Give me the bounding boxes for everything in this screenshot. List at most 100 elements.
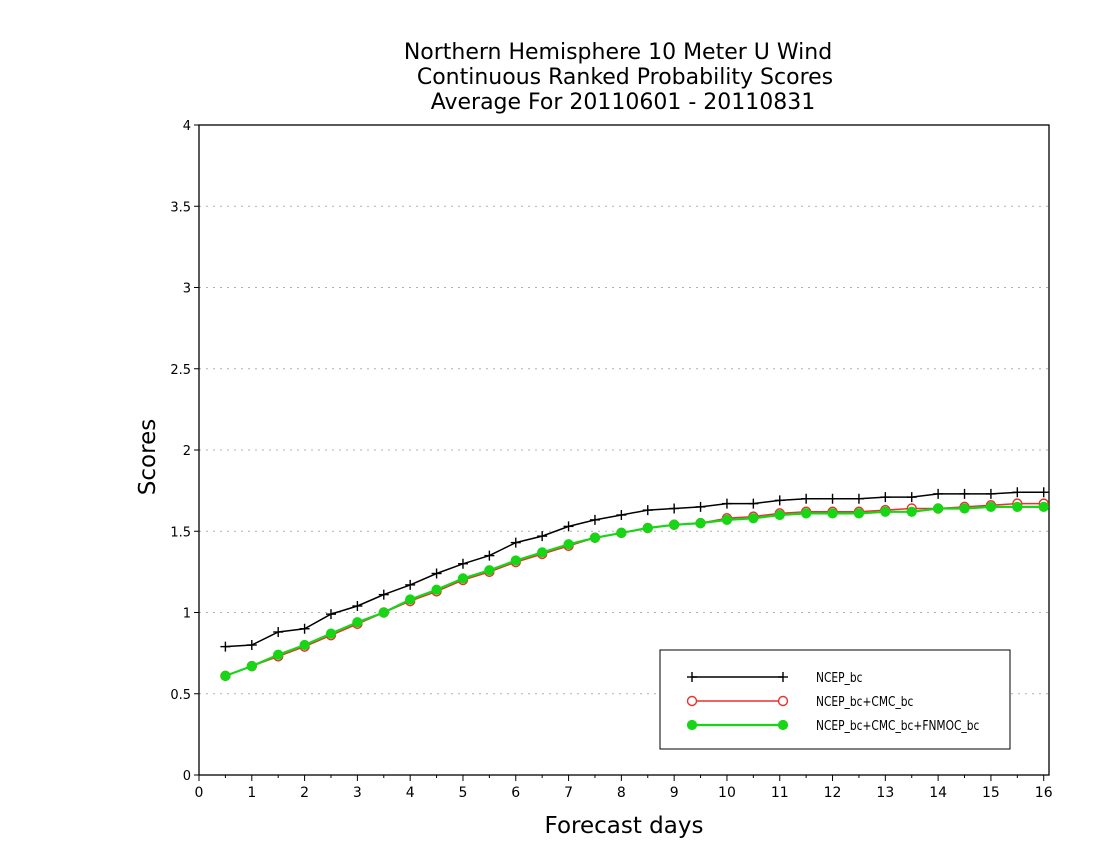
legend-marker xyxy=(687,672,697,682)
y-tick-label: 2 xyxy=(183,444,191,459)
x-tick-label: 5 xyxy=(459,785,468,801)
y-tick-label: 0.5 xyxy=(170,688,191,703)
data-point xyxy=(880,506,891,517)
x-tick-label: 3 xyxy=(353,785,362,801)
y-tick-label: 1 xyxy=(183,607,191,622)
data-point xyxy=(933,503,944,514)
x-axis-ticks: 0 1 2 3 4 5 6 7 8 9 10 11 12 13 14 15 16 xyxy=(195,775,1053,801)
y-tick-label: 1.5 xyxy=(170,525,191,540)
legend-marker xyxy=(777,695,789,707)
data-point xyxy=(563,539,574,550)
data-point xyxy=(827,493,838,504)
y-gridlines xyxy=(199,124,1049,695)
data-point xyxy=(669,519,680,530)
data-point xyxy=(431,568,442,579)
data-point xyxy=(801,508,812,519)
data-point xyxy=(246,640,257,650)
legend-marker xyxy=(777,719,789,731)
x-tick-label: 8 xyxy=(617,785,626,801)
data-point xyxy=(457,558,468,569)
data-point xyxy=(1038,501,1049,512)
legend-marker xyxy=(778,672,788,682)
legend-label: NCEP_bc+CMC_bc xyxy=(816,694,913,709)
series-1 xyxy=(220,487,1049,652)
y-axis-ticks: 0 0.5 1 1.5 2 2.5 3 3.5 4 xyxy=(170,119,199,784)
x-axis-label: Forecast days xyxy=(545,813,704,839)
x-tick-label: 1 xyxy=(247,785,256,801)
data-point xyxy=(405,594,416,605)
data-point xyxy=(959,488,970,499)
data-point xyxy=(721,514,733,525)
data-point xyxy=(827,508,838,519)
x-tick-label: 13 xyxy=(876,785,894,801)
data-point xyxy=(273,627,284,637)
y-tick-label: 0 xyxy=(183,769,191,784)
data-point xyxy=(985,488,996,499)
legend-label: NCEP_bc+CMC_bc+FNMOC_bc xyxy=(816,718,979,733)
legend-label: NCEP_bc xyxy=(816,670,862,685)
data-point xyxy=(484,565,495,576)
chart-title-line-2: Continuous Ranked Probability Scores xyxy=(417,65,833,90)
data-point xyxy=(405,579,416,590)
chart-title-line-3: Average For 20110601 - 20110831 xyxy=(431,90,816,115)
data-point xyxy=(853,508,865,519)
data-point xyxy=(774,495,785,506)
data-point xyxy=(616,510,627,520)
data-point xyxy=(774,509,785,521)
data-point xyxy=(431,584,442,595)
legend: NCEP_bc NCEP_bc+CMC_bc NCEP_bc+CMC_bc+FNMO… xyxy=(659,649,1011,750)
data-point xyxy=(220,670,231,681)
data-point xyxy=(1012,487,1023,498)
data-point xyxy=(748,513,759,524)
legend-marker xyxy=(686,695,698,707)
series-lines xyxy=(220,487,1049,682)
data-point xyxy=(484,550,495,561)
data-point xyxy=(933,488,944,499)
data-point xyxy=(616,527,627,538)
data-point xyxy=(906,492,917,503)
data-point xyxy=(1012,501,1023,512)
x-tick-label: 7 xyxy=(564,785,573,801)
x-tick-label: 0 xyxy=(195,785,204,801)
legend-marker xyxy=(686,719,698,731)
x-tick-label: 15 xyxy=(982,785,1000,801)
legend-item: NCEP_bc+CMC_bc xyxy=(686,694,913,709)
y-tick-label: 3 xyxy=(183,282,191,297)
data-point xyxy=(853,493,864,504)
data-point xyxy=(669,503,680,514)
x-tick-label: 12 xyxy=(824,785,842,801)
data-point xyxy=(457,573,469,584)
data-point xyxy=(985,501,997,512)
data-point xyxy=(378,607,389,618)
data-point xyxy=(563,521,574,532)
data-point xyxy=(299,623,310,634)
x-tick-label: 16 xyxy=(1035,785,1053,801)
data-point xyxy=(273,649,284,660)
data-point xyxy=(510,555,521,566)
data-point xyxy=(721,498,732,509)
legend-box xyxy=(659,649,1011,750)
data-point xyxy=(352,601,363,611)
y-tick-label: 3.5 xyxy=(170,200,191,215)
x-tick-label: 14 xyxy=(929,785,947,801)
data-point xyxy=(537,547,548,558)
x-tick-label: 10 xyxy=(718,785,736,801)
legend-item: NCEP_bc+CMC_bc+FNMOC_bc xyxy=(686,718,979,733)
data-point xyxy=(642,522,653,534)
y-tick-label: 4 xyxy=(183,119,191,134)
data-point xyxy=(325,609,336,620)
x-tick-label: 9 xyxy=(670,785,679,801)
data-point xyxy=(378,589,389,600)
data-point xyxy=(880,492,891,503)
data-point xyxy=(325,628,337,639)
data-point xyxy=(748,498,759,509)
x-tick-label: 11 xyxy=(771,785,789,801)
data-point xyxy=(695,518,706,529)
x-tick-label: 2 xyxy=(300,785,309,801)
data-point xyxy=(801,493,812,504)
y-tick-label: 2.5 xyxy=(170,363,191,378)
series-line xyxy=(225,491,1044,648)
data-point xyxy=(220,641,231,652)
data-point xyxy=(1038,487,1049,498)
